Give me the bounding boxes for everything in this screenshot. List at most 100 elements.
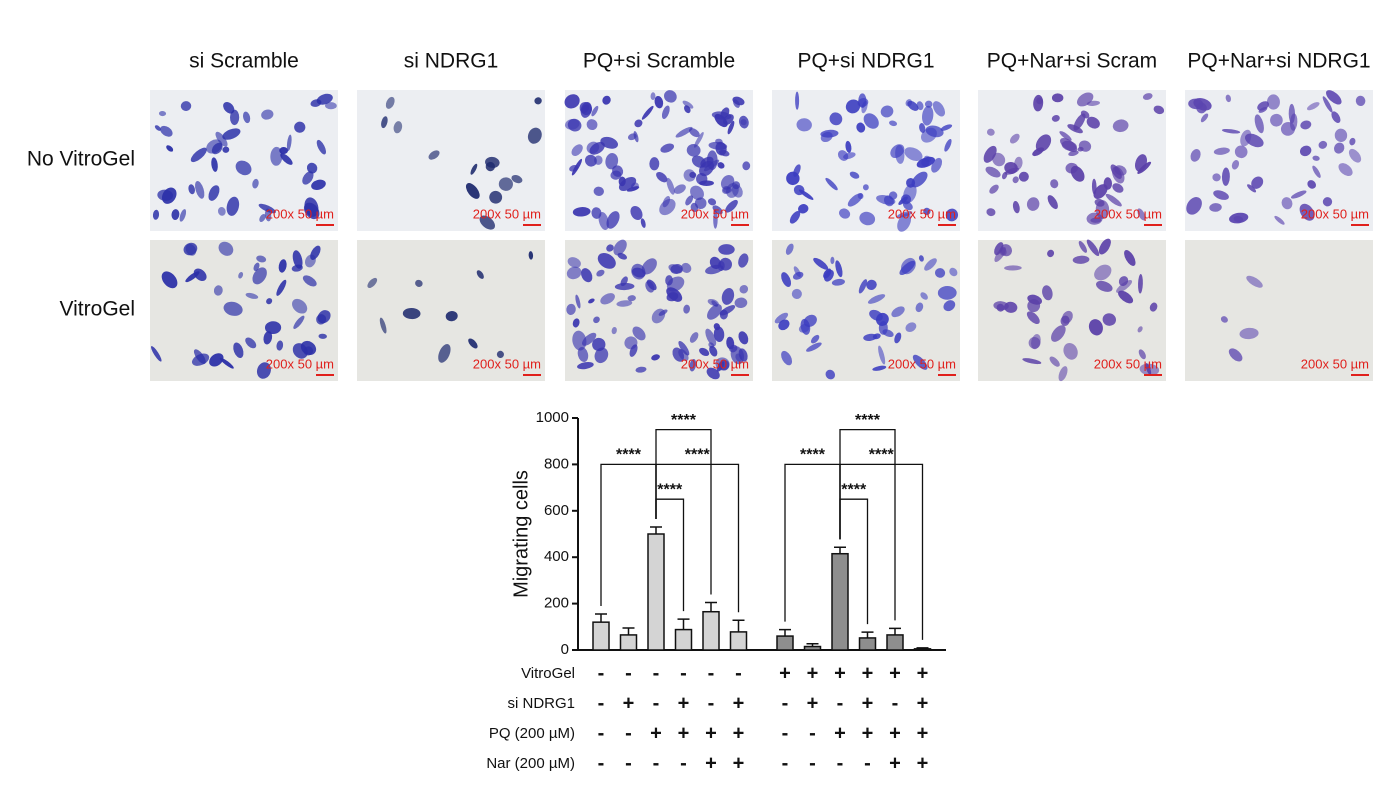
cell: [1138, 273, 1143, 294]
cell: [825, 177, 838, 191]
cell: [567, 118, 582, 132]
cell: [151, 346, 162, 362]
condition-sign: +: [862, 692, 874, 714]
cell: [233, 342, 244, 359]
micrograph: 200x 50 µm: [564, 90, 753, 231]
cell: [1355, 95, 1366, 106]
cell: [222, 146, 230, 153]
cell: [325, 102, 337, 110]
cell: [830, 256, 835, 265]
scale-bar-label: 200x 50 µm: [681, 206, 749, 221]
cell: [612, 165, 624, 177]
cell: [905, 99, 913, 107]
cell: [161, 271, 178, 289]
bar: [592, 621, 610, 651]
cell: [944, 138, 952, 152]
cell: [1239, 327, 1259, 340]
cell: [1213, 147, 1230, 155]
error-bar: [705, 601, 717, 612]
cell: [986, 128, 995, 136]
cell: [218, 241, 234, 256]
cell: [1234, 145, 1248, 159]
cell: [280, 153, 293, 165]
cell: [219, 357, 234, 369]
cell: [256, 362, 271, 379]
scale-bar-label: 200x 50 µm: [888, 206, 956, 221]
cell: [672, 347, 685, 362]
cell: [1012, 176, 1019, 184]
cell: [258, 203, 276, 214]
condition-sign: -: [653, 752, 660, 774]
cell: [706, 367, 720, 380]
condition-sign: -: [598, 722, 605, 744]
cell: [572, 207, 591, 217]
cell: [1299, 203, 1315, 221]
y-tick-label: 600: [544, 502, 569, 519]
cell: [902, 201, 913, 211]
cell: [208, 185, 220, 201]
cell: [1102, 313, 1117, 326]
cell: [806, 342, 822, 352]
cell: [1349, 137, 1356, 146]
cell: [180, 101, 192, 111]
micrograph: 200x 50 µm: [565, 239, 753, 381]
cell: [738, 331, 749, 345]
cell: [1247, 184, 1257, 193]
condition-label: Nar (200 µM): [486, 755, 575, 772]
condition-sign: +: [862, 662, 874, 684]
cell: [734, 297, 748, 309]
cell: [925, 125, 944, 138]
condition-sign: +: [834, 722, 846, 744]
cell: [1254, 114, 1264, 134]
cell: [654, 95, 664, 109]
cell: [1112, 183, 1124, 193]
error-bar: [916, 647, 929, 649]
significance-bracket: [655, 498, 685, 612]
bar: [729, 631, 748, 651]
cell: [685, 195, 694, 206]
cell: [1137, 326, 1143, 333]
condition-sign: +: [889, 752, 901, 774]
condition-sign: +: [650, 722, 662, 744]
error-bar: [779, 628, 791, 637]
cell: [675, 126, 693, 138]
cell: [1096, 280, 1113, 292]
condition-sign: -: [598, 692, 605, 714]
cell: [270, 146, 283, 166]
condition-sign: -: [782, 692, 789, 714]
cell: [1012, 200, 1020, 214]
cell: [673, 184, 686, 194]
cell: [1312, 165, 1321, 178]
cell: [1018, 171, 1029, 182]
cell: [810, 334, 820, 344]
cell: [577, 361, 594, 370]
cell: [824, 269, 834, 282]
cell: [630, 206, 643, 221]
cell: [534, 97, 542, 105]
bar: [674, 628, 693, 651]
condition-sign: -: [837, 692, 844, 714]
cell: [479, 215, 496, 230]
y-axis-label: Migrating cells: [510, 470, 532, 598]
cell: [252, 267, 267, 285]
cell: [798, 189, 814, 200]
condition-sign: -: [864, 752, 871, 774]
cell: [1209, 203, 1222, 212]
cell: [708, 141, 728, 150]
error-bar: [622, 627, 635, 635]
cell: [891, 306, 905, 318]
cell: [641, 105, 654, 120]
significance-label: ****: [869, 447, 895, 464]
cell: [940, 124, 953, 131]
condition-sign: -: [625, 662, 632, 684]
condition-sign: -: [598, 662, 605, 684]
cell: [1334, 128, 1348, 143]
cell: [1228, 348, 1243, 362]
condition-sign: +: [779, 662, 791, 684]
cell: [896, 211, 913, 218]
cell: [899, 260, 916, 276]
cell: [632, 326, 646, 341]
condition-sign: +: [889, 722, 901, 744]
condition-sign: +: [733, 692, 745, 714]
condition-sign: -: [782, 752, 789, 774]
